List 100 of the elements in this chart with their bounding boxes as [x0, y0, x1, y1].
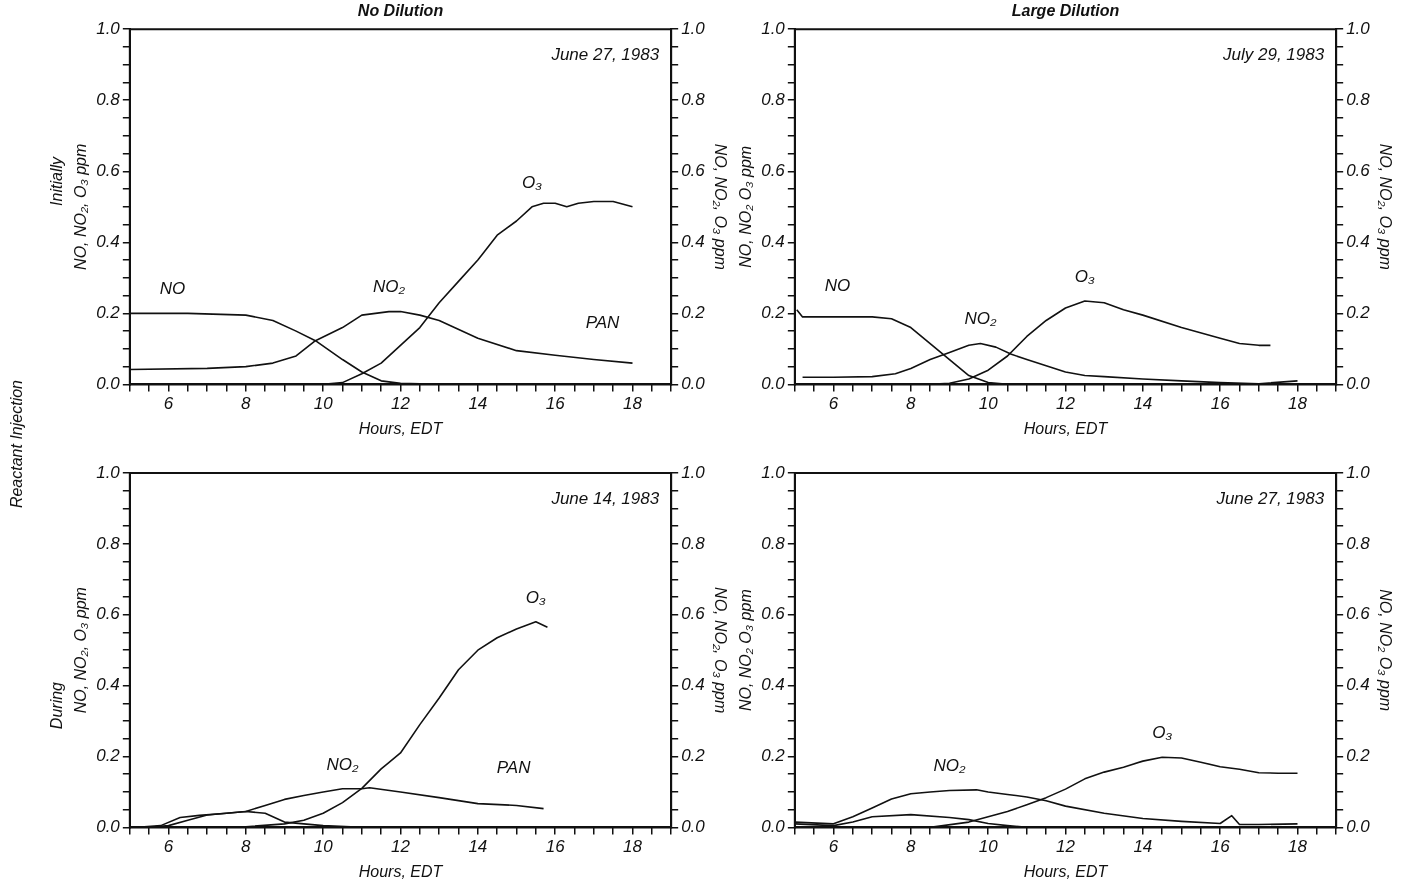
x-tick-label: 18 [1288, 837, 1308, 857]
x-tick-label: 12 [391, 837, 411, 857]
text: Reactant Injection [8, 379, 26, 508]
y2-axis-title: NO, NO₂ O₃ ppm [1376, 589, 1394, 712]
y-axis-title: NO, NO₂ O₃ ppm [737, 145, 755, 268]
y-tick-label: 0.8 [761, 533, 786, 553]
y-tick-label: 0.0 [96, 817, 121, 837]
x-tick-label: 10 [978, 394, 999, 414]
x-tick-label: 14 [468, 837, 488, 857]
x-tick-label: 12 [391, 394, 411, 414]
x-tick-label: 6 [828, 394, 839, 414]
y-tick-label: 0.0 [761, 374, 786, 394]
series-label: NO₂ [372, 277, 406, 297]
y2-tick-label: 0.4 [681, 232, 705, 252]
y2-tick-label: 0.6 [1346, 604, 1371, 624]
y2-tick-label: 0.2 [1346, 303, 1371, 323]
x-tick-label: 16 [545, 837, 566, 857]
y2-tick-label: 0.2 [681, 746, 706, 766]
x-tick-label: 18 [623, 394, 643, 414]
series-label: O₃ [1074, 266, 1096, 286]
y-tick-label: 0.4 [96, 675, 120, 695]
y-axis-title: NO, NO₂ O₃ ppm [737, 589, 755, 712]
text: Initially [48, 156, 66, 206]
x-tick-label: 10 [313, 837, 334, 857]
x-tick-label: 6 [163, 394, 174, 414]
series-label: NO [824, 275, 851, 295]
text: June 14, 1983 [550, 489, 660, 509]
series-label: NO₂ [964, 309, 997, 329]
x-tick-label: 12 [1056, 837, 1076, 857]
x-tick-label: 12 [1056, 394, 1076, 414]
text: During [48, 681, 66, 729]
y2-tick-label: 0.8 [1346, 533, 1371, 553]
y2-axis-title: NO, NO₂, O₃ ppm [711, 143, 729, 270]
x-tick-label: 6 [828, 837, 839, 857]
y-tick-label: 0.8 [96, 533, 121, 553]
annotation: PAN [585, 312, 621, 332]
y-axis-title: NO, NO₂, O₃ ppm [72, 587, 90, 714]
y2-tick-label: 0.4 [681, 675, 705, 695]
x-tick-label: 16 [545, 394, 566, 414]
y2-tick-label: 0.6 [681, 161, 706, 181]
y2-tick-label: 0.0 [1346, 374, 1371, 394]
series-label: NO [159, 279, 186, 299]
x-tick-label: 16 [1210, 837, 1231, 857]
x-axis-title: Hours, EDT [1023, 419, 1109, 437]
y-tick-label: 0.2 [761, 303, 786, 323]
x-tick-label: 10 [978, 837, 999, 857]
y2-axis-title: NO, NO₂, O₃ ppm [711, 587, 729, 714]
y-tick-label: 0.6 [761, 604, 786, 624]
y2-tick-label: 0.6 [1346, 161, 1371, 181]
y2-tick-label: 0.2 [681, 303, 706, 323]
x-tick-label: 18 [623, 837, 643, 857]
annotation: PAN [496, 758, 532, 778]
y2-tick-label: 0.0 [1346, 817, 1371, 837]
y2-tick-label: 1.0 [681, 18, 706, 38]
y-tick-label: 0.4 [761, 675, 785, 695]
y-tick-label: 0.6 [96, 161, 121, 181]
x-tick-label: 14 [468, 394, 488, 414]
y-tick-label: 0.2 [96, 746, 121, 766]
y-tick-label: 0.8 [96, 89, 121, 109]
y2-tick-label: 1.0 [1346, 462, 1371, 482]
y-tick-label: 1.0 [761, 462, 786, 482]
x-tick-label: 14 [1133, 837, 1153, 857]
y-tick-label: 0.2 [761, 746, 786, 766]
y-tick-label: 1.0 [96, 462, 121, 482]
series-label: NO₂ [326, 754, 360, 774]
x-axis-title: Hours, EDT [358, 419, 444, 437]
y2-tick-label: 0.0 [681, 374, 706, 394]
x-tick-label: 16 [1210, 394, 1231, 414]
series-label: O₃ [521, 172, 543, 192]
x-tick-label: 10 [313, 394, 334, 414]
y2-tick-label: 0.4 [1346, 232, 1370, 252]
y2-tick-label: 0.8 [681, 533, 706, 553]
x-tick-label: 8 [906, 837, 917, 857]
y-axis-title: NO, NO₂, O₃ ppm [72, 143, 90, 270]
y-tick-label: 0.6 [96, 604, 121, 624]
chart-title: Large Dilution [1011, 2, 1120, 20]
y-tick-label: 0.4 [761, 232, 785, 252]
y-tick-label: 0.6 [761, 161, 786, 181]
y2-tick-label: 0.2 [1346, 746, 1371, 766]
x-axis-title: Hours, EDT [358, 862, 444, 880]
y-tick-label: 1.0 [96, 18, 121, 38]
series-label: O₃ [1152, 722, 1173, 742]
y2-tick-label: 1.0 [1346, 18, 1371, 38]
x-tick-label: 8 [906, 394, 917, 414]
x-tick-label: 8 [241, 394, 252, 414]
y-tick-label: 0.8 [761, 89, 786, 109]
y-tick-label: 0.0 [761, 817, 786, 837]
x-tick-label: 6 [163, 837, 174, 857]
y2-tick-label: 0.0 [681, 817, 706, 837]
y2-tick-label: 0.8 [681, 89, 706, 109]
y-tick-label: 0.2 [96, 303, 121, 323]
y2-axis-title: NO, NO₂, O₃ ppm [1376, 143, 1394, 270]
x-tick-label: 18 [1288, 394, 1308, 414]
chart-title: No Dilution [357, 2, 444, 20]
text: July 29, 1983 [1222, 45, 1325, 65]
x-tick-label: 8 [241, 837, 252, 857]
text: June 27, 1983 [550, 45, 660, 65]
series-label: NO₂ [933, 756, 967, 776]
text: June 27, 1983 [1215, 489, 1325, 509]
y-tick-label: 0.4 [96, 232, 120, 252]
